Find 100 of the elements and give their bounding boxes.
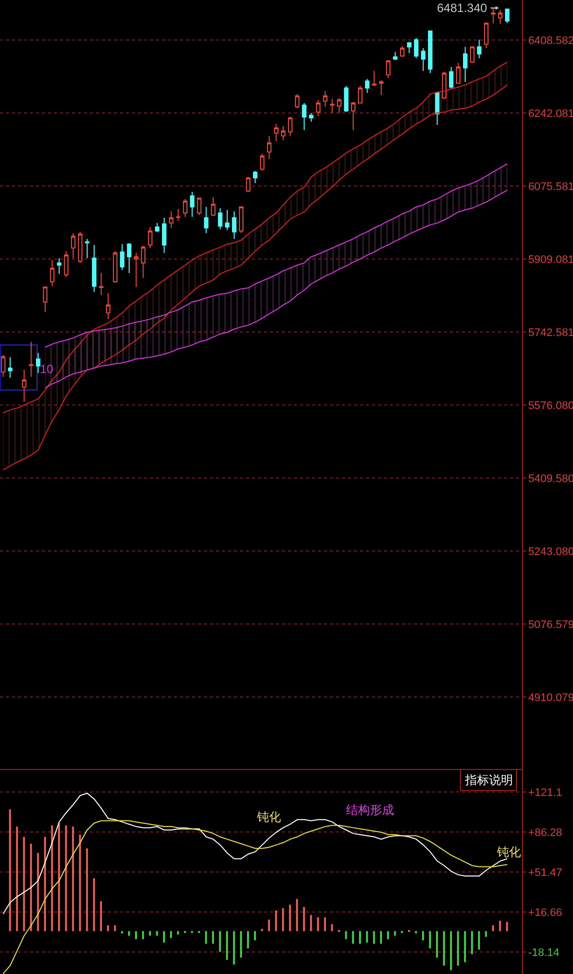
bar [247, 931, 249, 948]
bar [429, 931, 431, 948]
bar [23, 836, 25, 932]
bar [72, 826, 74, 932]
bar [128, 931, 130, 936]
bar [79, 834, 81, 932]
candlestick [126, 242, 132, 274]
candlestick [358, 85, 362, 104]
candlestick [232, 210, 236, 240]
bar [478, 931, 480, 950]
bar [107, 925, 109, 932]
bar [30, 844, 32, 932]
candlestick [336, 98, 342, 114]
candlestick [70, 232, 76, 259]
candlestick [378, 80, 384, 96]
candlestick [260, 153, 264, 172]
candlestick [28, 341, 34, 378]
candlestick [42, 286, 48, 313]
bar [51, 825, 53, 932]
candlestick [84, 238, 90, 259]
bar [114, 925, 116, 932]
annotation: 结构形成 [346, 803, 394, 817]
candlestick [92, 244, 96, 292]
candlestick [344, 85, 348, 113]
candlestick [393, 52, 398, 60]
candlestick [78, 231, 82, 264]
bar [58, 823, 60, 932]
bar [310, 915, 312, 932]
candlestick [246, 176, 250, 192]
candlestick [463, 46, 468, 82]
candlestick [505, 8, 510, 24]
candlestick [456, 62, 460, 84]
candlestick [56, 258, 62, 274]
bar [226, 931, 228, 960]
candlestick [477, 39, 482, 59]
bar [9, 809, 11, 932]
candlestick [316, 99, 320, 117]
bar [100, 901, 102, 932]
candlestick [162, 217, 166, 254]
candlestick [196, 198, 202, 216]
candlestick [182, 198, 188, 218]
y-tick-label: +86.28 [528, 826, 562, 839]
candlestick [50, 259, 54, 287]
candlestick [350, 102, 356, 131]
candlestick [36, 352, 40, 374]
bar [359, 931, 361, 944]
candlestick [302, 102, 306, 131]
bar [387, 931, 389, 940]
candlestick [449, 66, 454, 90]
candlestick [294, 94, 300, 109]
bar [443, 931, 445, 966]
candlestick [386, 59, 390, 78]
bar [296, 898, 298, 932]
candlestick [224, 209, 230, 231]
bar [212, 931, 214, 944]
bar [16, 826, 18, 932]
bar [492, 925, 494, 932]
candlestick [190, 191, 194, 218]
candlestick [112, 250, 118, 284]
candlestick [322, 90, 328, 108]
y-tick-label: -18.14 [528, 946, 560, 959]
annotation: 钝化 [256, 810, 281, 824]
candlestick [400, 45, 404, 58]
bar [289, 904, 291, 932]
candlestick [64, 250, 68, 278]
candlestick [154, 222, 160, 232]
candlestick [148, 226, 152, 249]
bar [149, 931, 151, 936]
bar [163, 931, 165, 943]
candlestick [428, 30, 432, 74]
candlestick [204, 206, 208, 234]
candlestick [252, 170, 258, 184]
y-tick-label: +121.1 [528, 786, 562, 799]
candlestick [407, 42, 412, 54]
bar [317, 917, 319, 932]
bar [233, 931, 235, 964]
candlestick [140, 245, 146, 278]
annotation: 钝化 [496, 845, 521, 859]
bar [65, 825, 67, 932]
bar [352, 931, 354, 944]
y-tick-label: +16.66 [528, 906, 562, 919]
bar [394, 931, 396, 936]
bar [457, 931, 459, 966]
bar [380, 931, 382, 944]
candlestick [176, 208, 180, 222]
candlestick [218, 208, 222, 230]
bar [240, 931, 242, 958]
bar [345, 931, 347, 940]
candlestick [134, 252, 138, 288]
bar [142, 931, 144, 940]
candlestick [288, 116, 292, 136]
bar [450, 931, 452, 970]
candlestick [266, 135, 272, 160]
bar [268, 920, 270, 932]
candlestick [498, 10, 502, 25]
candlestick [22, 369, 26, 402]
bar [485, 931, 487, 937]
bar [219, 931, 221, 952]
annotation: 指标说明 [464, 773, 513, 787]
bar [499, 920, 501, 932]
